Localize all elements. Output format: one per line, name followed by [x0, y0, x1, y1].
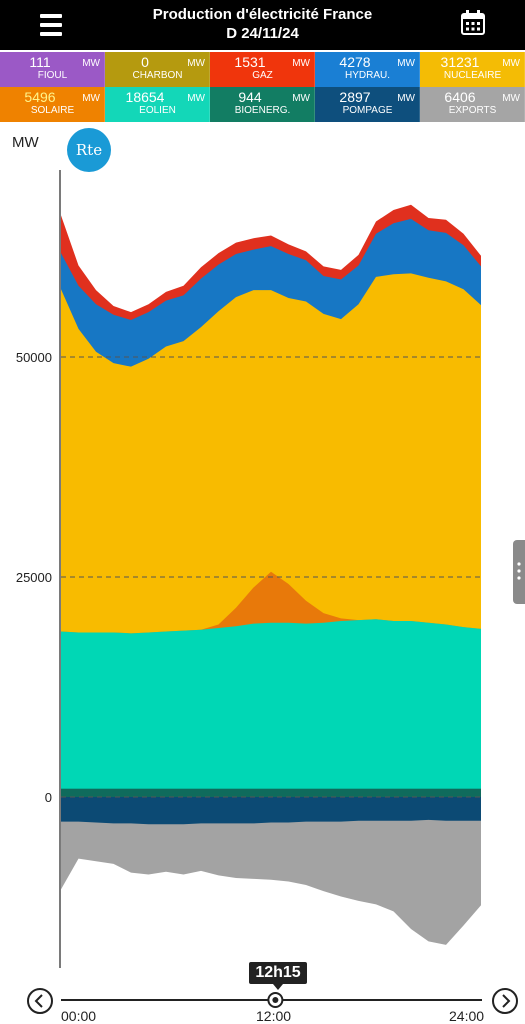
- tile-value: 0: [141, 54, 149, 70]
- tile-label: FIOUL: [37, 70, 68, 81]
- calendar-icon[interactable]: [458, 8, 488, 38]
- series-area-nucleaire: [61, 273, 481, 797]
- tile-unit: MW: [397, 93, 415, 104]
- tile-label: CHARBON: [132, 70, 183, 81]
- tile-unit: MW: [82, 93, 100, 104]
- tile-unit: MW: [292, 93, 310, 104]
- tile-fioul[interactable]: 111 MW FIOUL: [0, 52, 105, 87]
- tile-charbon[interactable]: 0 MW CHARBON: [105, 52, 210, 87]
- timeline-cursor-dot: [272, 997, 279, 1003]
- tile-value: 4278: [339, 54, 371, 70]
- tile-hydrau[interactable]: 4278 MW HYDRAU.: [315, 52, 420, 87]
- tile-label: EOLIEN: [139, 105, 176, 116]
- previous-day-button[interactable]: [27, 988, 53, 1014]
- calendar-icon-graphic: [461, 10, 485, 35]
- tile-nucleaire[interactable]: 31231 MW NUCLEAIRE: [420, 52, 525, 87]
- tile-unit: MW: [292, 58, 310, 69]
- tile-value: 944: [238, 89, 262, 105]
- tile-bioenerg[interactable]: 944 MW BIOENERG.: [210, 87, 315, 122]
- menu-icon[interactable]: [36, 10, 66, 40]
- series-area-eolien: [61, 619, 481, 797]
- tile-value: 111: [29, 54, 51, 70]
- tile-label: NUCLEAIRE: [443, 70, 502, 81]
- title-line: Production d'électricité France: [152, 6, 373, 23]
- menu-bar: [40, 32, 62, 36]
- more-icon: [517, 562, 521, 580]
- series-area-hydrau: [61, 218, 481, 798]
- y-tick-label: 25000: [16, 570, 52, 585]
- side-drawer-handle[interactable]: [513, 540, 525, 604]
- tile-value: 18654: [125, 89, 165, 105]
- tile-label: EXPORTS: [448, 105, 497, 116]
- menu-bar: [40, 23, 62, 27]
- series-area-solaire: [61, 571, 481, 797]
- tile-label: POMPAGE: [342, 105, 393, 116]
- page-title: Production d'électricité France D 24/11/…: [100, 5, 425, 43]
- tile-unit: MW: [187, 58, 205, 69]
- tile-value: 5496: [24, 89, 56, 105]
- tile-value: 6406: [444, 89, 476, 105]
- tile-unit: MW: [187, 93, 205, 104]
- date-line: D 24/11/24: [226, 25, 299, 42]
- tile-label: BIOENERG.: [234, 105, 291, 116]
- chevron-right-icon: [502, 994, 511, 1008]
- y-axis-unit: MW: [12, 134, 39, 151]
- next-day-button[interactable]: [492, 988, 518, 1014]
- x-tick-label: 24:00: [449, 1008, 485, 1024]
- y-tick-label: 0: [45, 790, 52, 805]
- series-area-exports: [61, 797, 481, 945]
- timeline-cursor: [267, 992, 284, 1008]
- tile-unit: MW: [397, 58, 415, 69]
- cursor-time-badge: 12h15: [249, 962, 307, 990]
- tile-unit: MW: [82, 58, 100, 69]
- tile-unit: MW: [502, 93, 520, 104]
- tile-label: HYDRAU.: [344, 70, 390, 81]
- tile-value: 1531: [234, 54, 266, 70]
- series-area-bioenerg: [61, 788, 481, 797]
- tile-label: GAZ: [252, 70, 273, 81]
- tile-solaire[interactable]: 5496 MW SOLAIRE: [0, 87, 105, 122]
- tile-gaz[interactable]: 1531 MW GAZ: [210, 52, 315, 87]
- tile-pompage[interactable]: 2897 MW POMPAGE: [315, 87, 420, 122]
- series-area-pompage: [61, 797, 481, 825]
- tile-exports[interactable]: 6406 MW EXPORTS: [420, 87, 525, 122]
- menu-bar: [40, 14, 62, 18]
- tile-label: SOLAIRE: [30, 105, 75, 116]
- y-tick-label: 50000: [16, 350, 52, 365]
- x-tick-label: 12:00: [256, 1008, 292, 1024]
- tile-unit: MW: [502, 58, 520, 69]
- series-area-gaz: [61, 204, 481, 797]
- tile-value: 2897: [339, 89, 371, 105]
- chevron-left-icon: [34, 994, 43, 1008]
- rte-logo[interactable]: Rte: [67, 128, 111, 172]
- app-header: Production d'électricité France D 24/11/…: [0, 0, 525, 50]
- tile-eolien[interactable]: 18654 MW EOLIEN: [105, 87, 210, 122]
- x-tick-label: 00:00: [61, 1008, 97, 1024]
- production-tiles: 111 MW FIOUL 0 MW CHARBON 1531 MW GAZ 4278 MW HYDRA…: [0, 52, 525, 122]
- tile-value: 31231: [440, 54, 480, 70]
